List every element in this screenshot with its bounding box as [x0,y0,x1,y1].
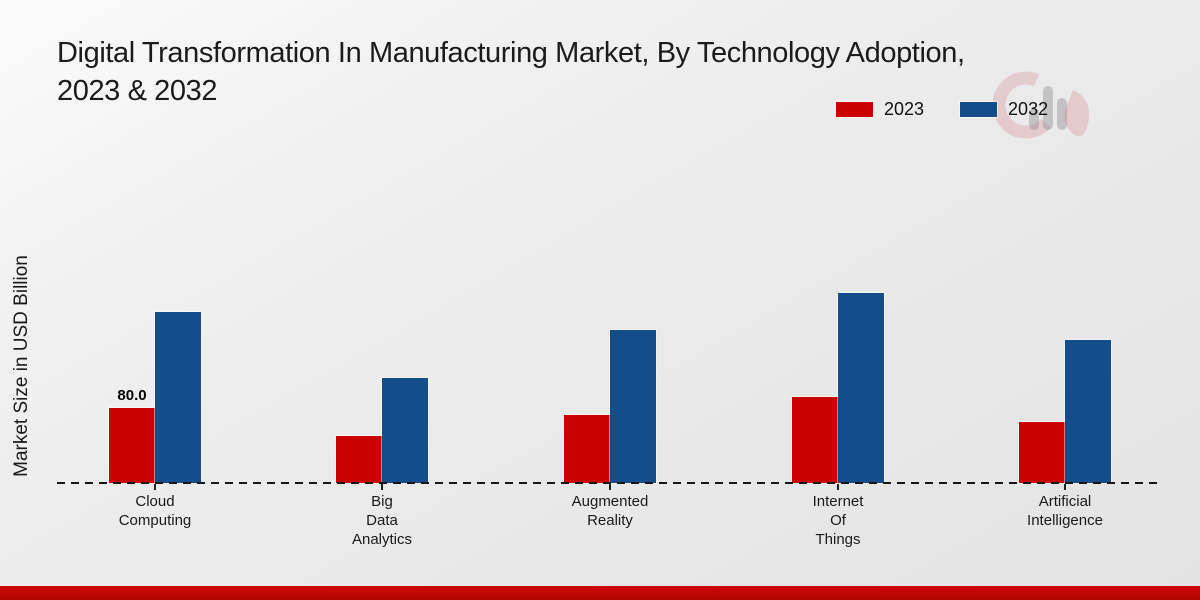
bar-2032-augmented-reality [610,330,656,483]
legend-label: 2023 [884,99,925,119]
axis-tick-big-data-analytics [381,484,383,490]
bar-value-label: 80.0 [117,387,147,404]
bar-2023-artificial-intelligence [1019,422,1065,483]
bar-2032-internet-of-things [838,292,884,483]
legend-item-2023[interactable]: 2023 [836,99,924,120]
chart-title: Digital Transformation In Manufacturing … [57,34,1167,110]
legend: 2023 2032 [836,99,1048,120]
legend-swatch-2032 [960,102,998,117]
bar-2023-big-data-analytics [336,436,382,483]
category-label-artificial-intelligence: Artificial Intelligence [1027,493,1103,529]
category-label-cloud-computing: Cloud Computing [118,493,192,529]
bar-2023-cloud-computing [109,408,155,483]
bar-2032-cloud-computing [155,312,201,483]
axis-tick-artificial-intelligence [1064,484,1066,490]
bar-2032-artificial-intelligence [1065,339,1111,483]
category-label-internet-of-things: Internet Of Things [812,493,864,548]
footer-accent-bar [0,586,1200,600]
axis-tick-cloud-computing [154,484,156,490]
chart-title-line2: 2023 & 2032 [57,75,218,107]
legend-label: 2032 [1008,99,1049,119]
legend-item-2032[interactable]: 2032 [960,99,1048,120]
watermark-logo [993,71,1090,139]
y-axis-label: Market Size in USD Billion [11,255,32,477]
x-axis-baseline [57,482,1158,484]
axis-tick-augmented-reality [609,484,611,490]
category-label-big-data-analytics: Big Data Analytics [351,493,413,548]
bar-2023-augmented-reality [564,414,610,483]
bar-2023-internet-of-things [792,396,838,483]
axis-tick-internet-of-things [837,484,839,490]
chart-title-line1: Digital Transformation In Manufacturing … [57,37,965,69]
category-label-augmented-reality: Augmented Reality [571,493,649,529]
legend-swatch-2023 [836,102,873,117]
bar-2032-big-data-analytics [382,378,428,483]
